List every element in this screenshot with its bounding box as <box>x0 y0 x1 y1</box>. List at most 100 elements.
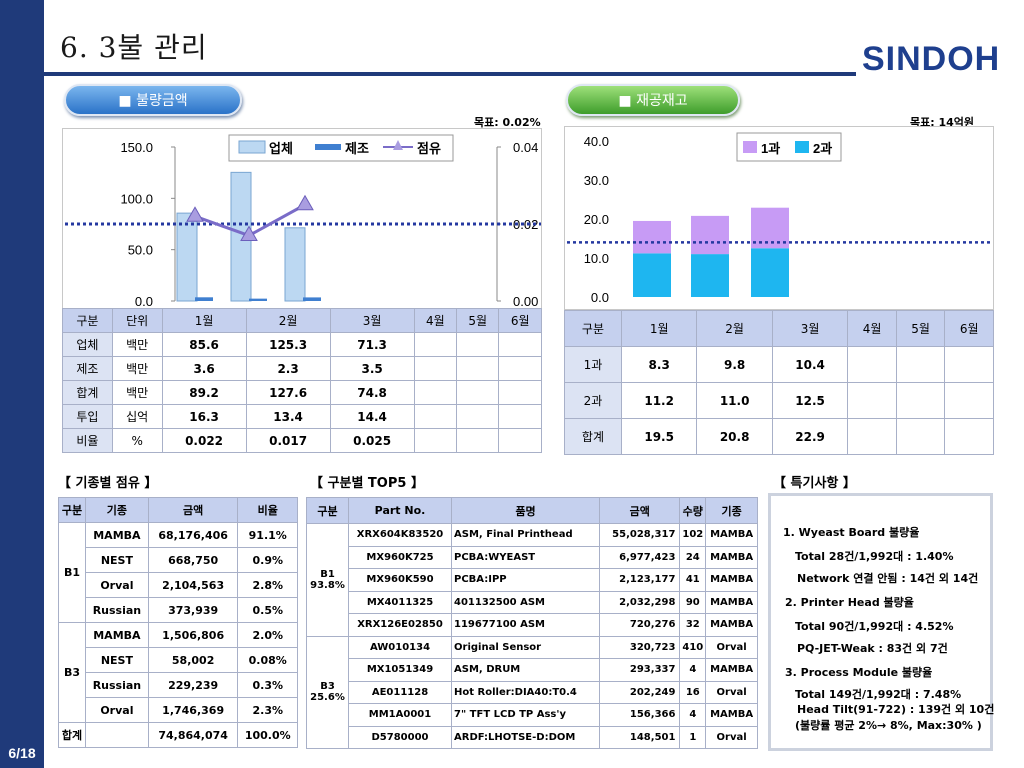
value-cell: 720,276 <box>599 613 681 637</box>
value-cell: 20.8 <box>696 418 773 455</box>
value-cell: 148,501 <box>599 725 681 749</box>
value-cell: D5780000 <box>347 725 453 749</box>
value-cell: MX960K725 <box>347 545 453 569</box>
legend-marker-share <box>393 140 403 150</box>
row-label: 업체 <box>62 332 113 357</box>
value-cell: NEST <box>85 647 149 673</box>
y2-tick-label: 0.04 <box>513 140 538 155</box>
note-line: (불량률 평균 2%→ 8%, Max:30% ) <box>795 719 982 732</box>
value-cell: MAMBA <box>705 658 758 682</box>
legend-swatch-dept2 <box>795 141 809 153</box>
value-cell: 16 <box>679 680 707 704</box>
value-cell: 0.017 <box>245 428 331 453</box>
value-cell: MAMBA <box>705 523 758 547</box>
table-row: XRX126E02850 119677100 ASM 720,276 32 MAMBA <box>307 613 758 637</box>
value-cell <box>456 380 500 405</box>
value-cell <box>847 418 897 455</box>
value-cell <box>413 428 458 453</box>
table-row: B1 93.8% XRX604K83520 ASM, Final Printhead 5… <box>306 523 758 637</box>
unit-cell: 백만 <box>111 380 163 405</box>
value-cell: MAMBA <box>85 522 149 548</box>
value-cell: 102 <box>679 523 707 547</box>
header-cell: 구분 <box>62 308 113 333</box>
value-cell: 91.1% <box>237 522 298 548</box>
value-cell: Orval <box>85 697 149 723</box>
header-cell: 4월 <box>413 308 458 333</box>
value-cell <box>456 404 500 429</box>
value-cell <box>895 418 946 455</box>
group-cell: B3 25.6% <box>306 635 349 749</box>
y-tick-label: 150.0 <box>120 140 153 155</box>
value-cell: 127.6 <box>245 380 331 405</box>
note-line: Total 149건/1,992대 : 7.48% <box>795 688 962 701</box>
model-share-table: 구분 기종 금액 비율 B1 MAMBA 68,176,406 91.1% NEST 668,75… <box>58 497 298 748</box>
y-tick-label: 10.0 <box>584 251 609 266</box>
value-cell: 0.3% <box>237 672 298 698</box>
notes-box: 1. Wyeast Board 불량율 Total 28건/1,992대 : 1.… <box>768 493 994 751</box>
share-header-row: 구분 기종 금액 비율 <box>58 497 298 523</box>
value-cell: Orval <box>705 635 758 659</box>
table-row: B1 MAMBA 68,176,406 91.1% <box>58 522 298 623</box>
share-point <box>296 194 314 211</box>
table-row: 비율% 0.022 0.017 0.025 <box>62 428 542 453</box>
value-cell: 401132500 ASM <box>451 590 601 614</box>
value-cell <box>413 332 458 357</box>
value-cell: Orval <box>705 680 758 704</box>
header-cell: 기종 <box>85 497 149 523</box>
value-cell <box>847 382 897 419</box>
value-cell: Orval <box>85 572 149 598</box>
total-cell: 74,864,074 <box>147 722 239 748</box>
wip-inventory-tab[interactable]: ■ 재공재고 <box>566 84 740 116</box>
y2-tick-label: 0.02 <box>513 217 538 232</box>
row-label: 합계 <box>62 380 113 405</box>
note-line: 3. Process Module 불량율 <box>785 666 933 679</box>
table-row: D5780000 ARDF:LHOTSE-D:DOM 148,501 1 Orval <box>307 725 758 749</box>
value-cell: 22.9 <box>771 418 849 455</box>
value-cell: MAMBA <box>705 545 758 569</box>
value-cell: ASM, Final Printhead <box>451 523 601 547</box>
share-point <box>186 206 204 222</box>
bar-dept1 <box>691 215 729 255</box>
defect-amount-tab[interactable]: ■ 불량금액 <box>64 84 242 116</box>
bar-dept1 <box>751 207 789 249</box>
value-cell: 125.3 <box>245 332 331 357</box>
value-cell: 156,366 <box>599 703 681 727</box>
header-cell: 3월 <box>329 308 415 333</box>
inventory-stacked-chart: 40.0 30.0 20.0 10.0 0.0 1과 2과 <box>567 132 993 305</box>
header-cell: 구분 <box>58 497 86 523</box>
group-share: 93.8% <box>310 579 345 591</box>
table-row: 1과 8.3 9.8 10.4 <box>564 346 994 383</box>
header-cell: 1월 <box>161 308 247 333</box>
value-cell: 16.3 <box>161 404 247 429</box>
value-cell <box>847 346 897 383</box>
value-cell: 202,249 <box>599 680 681 704</box>
table-row: Orval 2,104,563 2.8% <box>59 572 298 598</box>
group-name: B3 <box>320 681 335 693</box>
bar-dept1 <box>633 220 671 254</box>
table-row: B3 25.6% AW010134 Original Sensor 320,723 410… <box>306 635 758 749</box>
page-title: 6. 3불 관리 <box>60 31 208 64</box>
bar-dept2 <box>633 253 671 297</box>
header-cell: 구분 <box>306 497 349 524</box>
group-name: B1 <box>320 568 335 580</box>
note-line: Network 연결 안됨 : 14건 외 14건 <box>797 572 979 585</box>
value-cell: PCBA:WYEAST <box>451 545 601 569</box>
value-cell: 0.025 <box>329 428 415 453</box>
value-cell: MAMBA <box>705 568 758 592</box>
header-cell: 4월 <box>847 310 897 347</box>
value-cell <box>498 332 542 357</box>
table-row: MX960K725 PCBA:WYEAST 6,977,423 24 MAMBA <box>307 545 758 569</box>
value-cell <box>456 428 500 453</box>
value-cell: NEST <box>85 547 149 573</box>
value-cell: 32 <box>679 613 707 637</box>
inventory-chart-frame: 40.0 30.0 20.0 10.0 0.0 1과 2과 <box>564 126 994 310</box>
value-cell: MAMBA <box>705 703 758 727</box>
value-cell: 0.9% <box>237 547 298 573</box>
value-cell: ARDF:LHOTSE-D:DOM <box>451 725 601 749</box>
value-cell: 90 <box>679 590 707 614</box>
value-cell: 2,104,563 <box>147 572 239 598</box>
group-cell: B3 <box>58 622 86 723</box>
table-row: NEST 668,750 0.9% <box>59 547 298 573</box>
value-cell: 320,723 <box>599 635 681 659</box>
